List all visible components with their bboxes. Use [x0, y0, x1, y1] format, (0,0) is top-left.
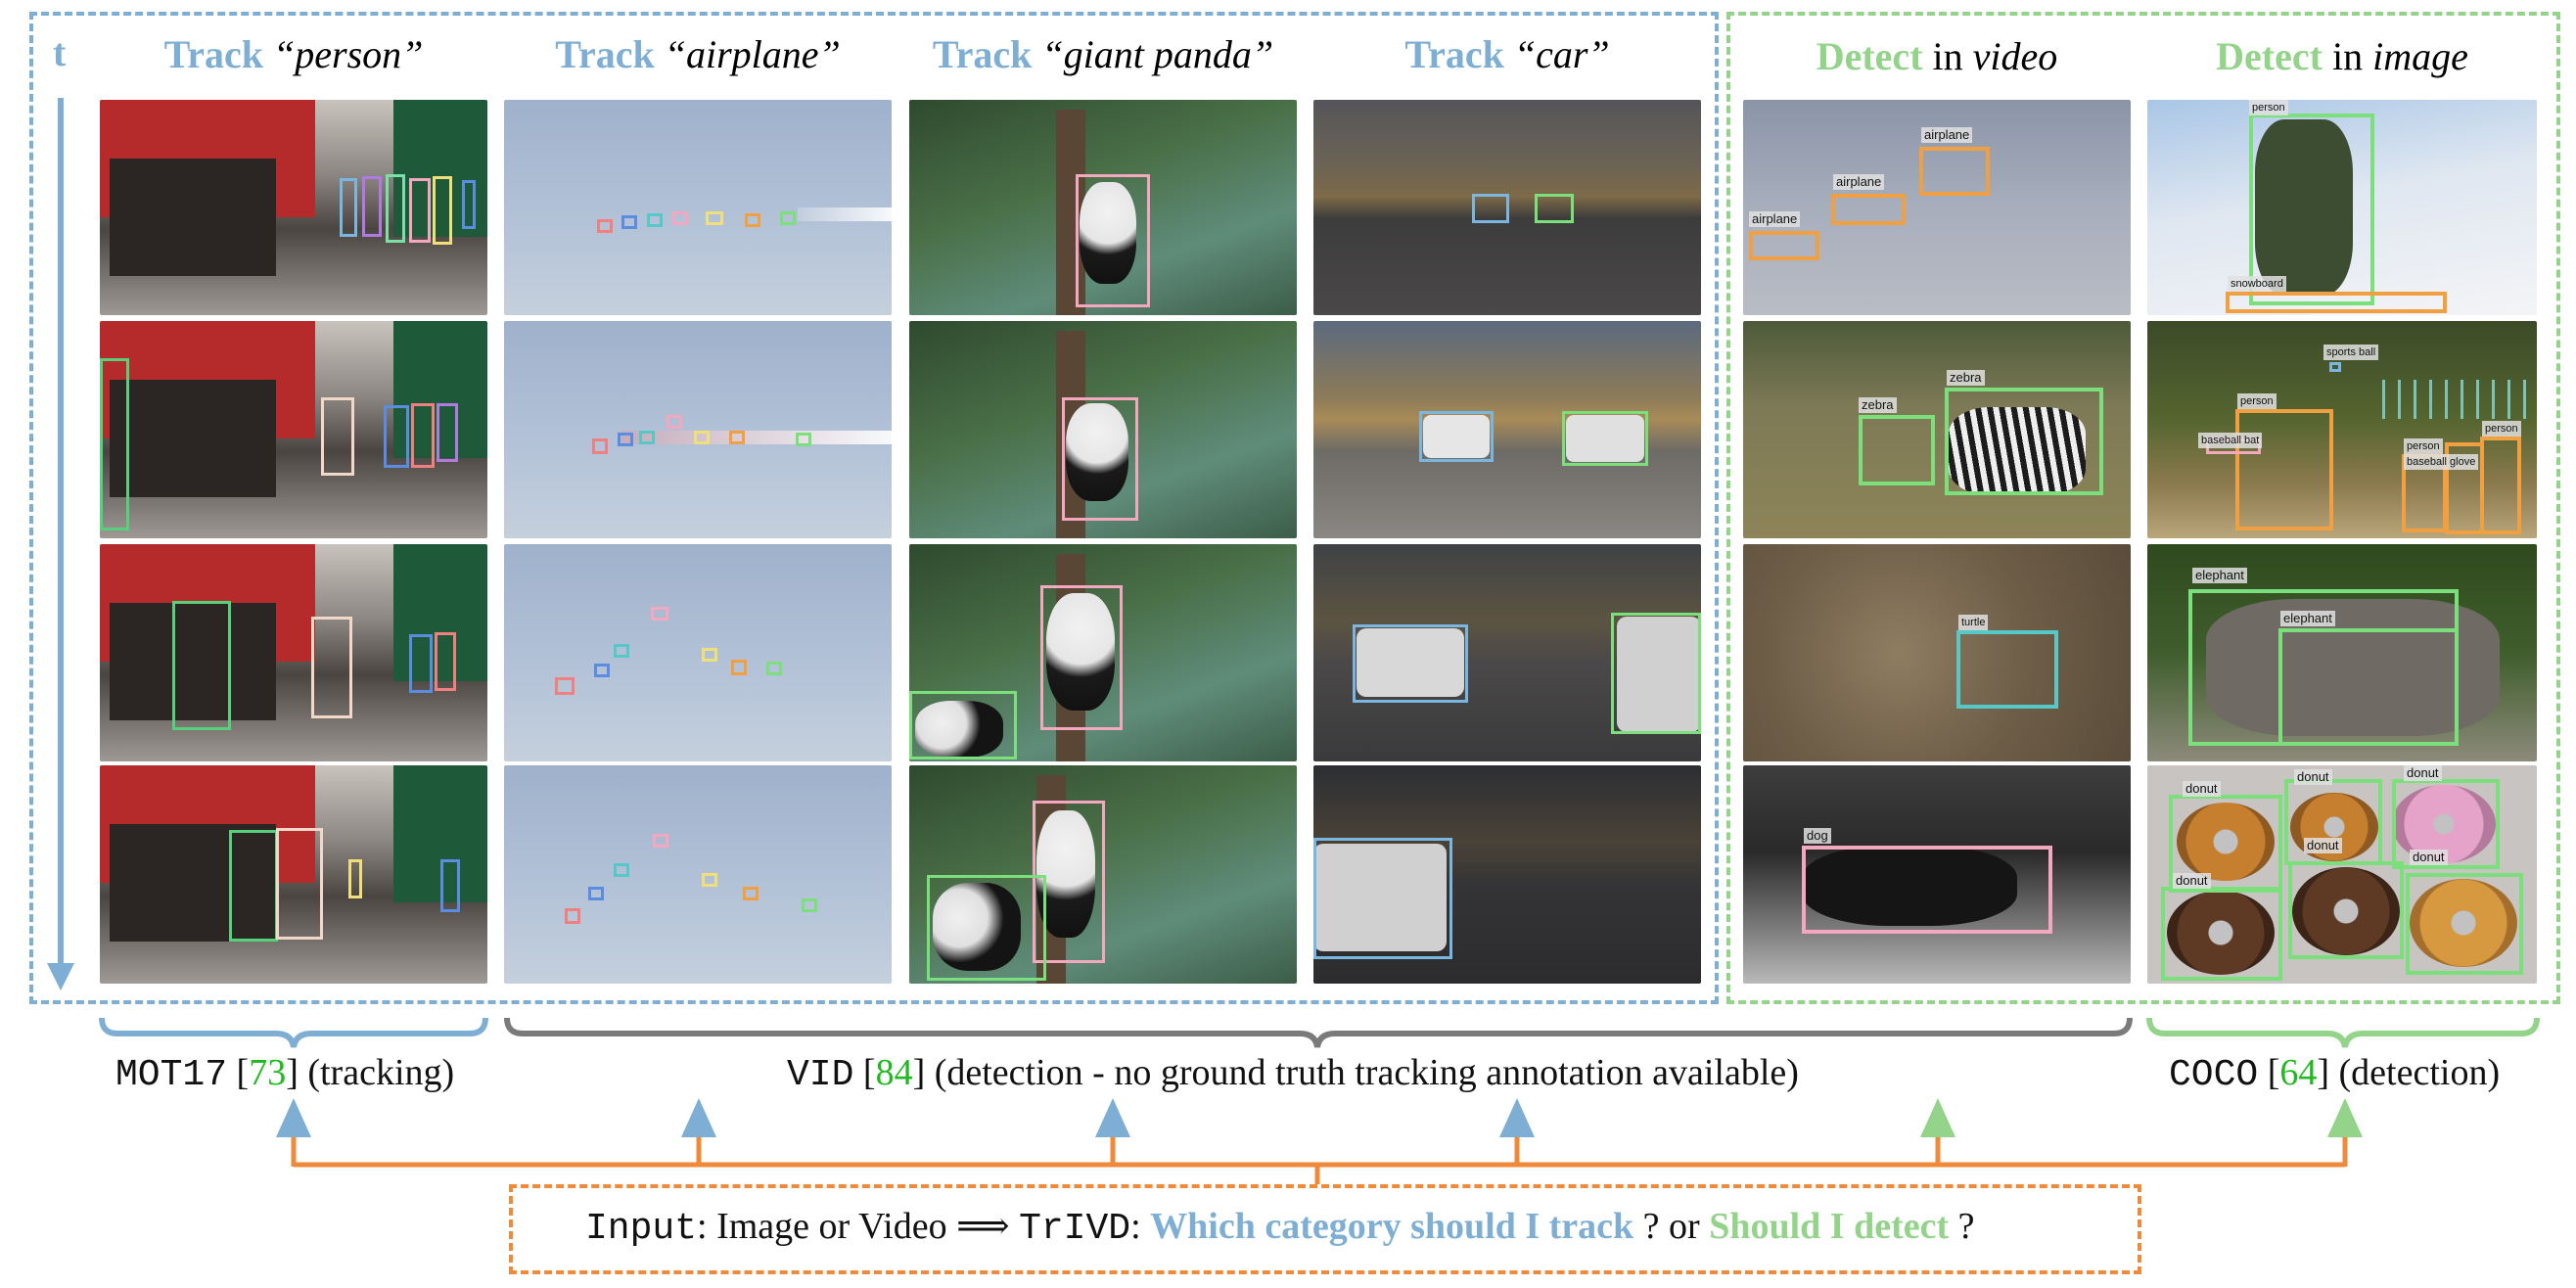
panel-airplane-3 — [504, 544, 892, 761]
det-label-dog: dog — [1804, 828, 1831, 844]
track-category: “person” — [273, 32, 424, 76]
panel-panda-1 — [909, 100, 1297, 315]
tracking-frame — [29, 12, 1719, 1004]
detect-word: Detect — [2216, 34, 2323, 78]
dataset-label-vid: VID [84] (detection - no ground truth tr… — [787, 1052, 1799, 1096]
track-category: “giant panda” — [1041, 32, 1274, 76]
track-title-giant-panda: Track “giant panda” — [909, 31, 1297, 77]
citation: 84 — [875, 1052, 913, 1093]
detect-joiner: in — [2331, 34, 2364, 78]
det-label-airplane: airplane — [1749, 211, 1801, 227]
det-label-airplane: airplane — [1833, 174, 1885, 190]
det-label-person: person — [2249, 100, 2288, 115]
question-track: Which category should I track — [1150, 1206, 1634, 1247]
det-label-donut: donut — [2173, 873, 2211, 889]
det-label-donut: donut — [2294, 769, 2332, 785]
det-label-turtle: turtle — [1958, 615, 1989, 630]
det-label-person: person — [2237, 393, 2277, 409]
detection-frame — [1726, 12, 2560, 1004]
det-label-elephant: elephant — [2280, 611, 2335, 626]
panel-person-1 — [100, 100, 487, 315]
detect-title-video: Detect in video — [1743, 33, 2131, 79]
panel-video-dog: dog — [1743, 765, 2131, 984]
question-detect: Should I detect — [1709, 1206, 1950, 1247]
det-label-donut: donut — [2404, 765, 2442, 781]
panel-image-donuts: donut donut donut donut donut donut — [2147, 765, 2537, 984]
panel-video-zebras: zebra zebra — [1743, 321, 2131, 538]
track-word: Track — [555, 32, 655, 76]
det-label-elephant: elephant — [2192, 568, 2247, 583]
panel-image-snowboard: person snowboard — [2147, 100, 2537, 315]
det-label-baseball-bat: baseball bat — [2198, 433, 2263, 448]
citation: 73 — [249, 1052, 287, 1093]
brace-mot17 — [99, 1017, 488, 1048]
track-word: Track — [932, 32, 1033, 76]
track-title-person: Track “person” — [100, 31, 487, 77]
panel-image-baseball: sports ball person baseball bat person b… — [2147, 321, 2537, 538]
track-word: Track — [163, 32, 264, 76]
dataset-label-mot17: MOT17 [73] (tracking) — [115, 1052, 455, 1096]
track-category: “car” — [1513, 32, 1610, 76]
panel-person-2 — [100, 321, 487, 538]
det-label-sports-ball: sports ball — [2323, 345, 2379, 360]
brace-coco — [2146, 1017, 2540, 1048]
track-title-car: Track “car” — [1313, 31, 1701, 77]
input-caption: Input: Image or Video ⟹ TrIVD: Which cat… — [585, 1206, 1975, 1250]
detect-source: video — [1972, 34, 2058, 78]
citation: 64 — [2279, 1052, 2318, 1093]
panel-airplane-2 — [504, 321, 892, 538]
detect-source: image — [2372, 34, 2468, 78]
det-label-donut: donut — [2304, 838, 2342, 853]
det-label-person: person — [2404, 438, 2443, 454]
track-category: “airplane” — [664, 32, 841, 76]
input-box — [509, 1184, 2141, 1274]
det-label-person: person — [2482, 421, 2521, 437]
dataset-label-coco: COCO [64] (detection) — [2169, 1052, 2501, 1096]
detect-title-image: Detect in image — [2147, 33, 2537, 79]
det-label-zebra: zebra — [1859, 397, 1897, 413]
panel-panda-4 — [909, 765, 1297, 984]
implies-arrow: ⟹ — [956, 1206, 1010, 1247]
panel-video-turtle: turtle — [1743, 544, 2131, 761]
det-label-baseball-glove: baseball glove — [2404, 454, 2479, 470]
det-label-airplane: airplane — [1921, 127, 1973, 143]
track-word: Track — [1404, 32, 1504, 76]
det-label-donut: donut — [2410, 850, 2448, 865]
detect-joiner: in — [1932, 34, 1963, 78]
panel-image-elephants: elephant elephant — [2147, 544, 2537, 761]
panel-airplane-1 — [504, 100, 892, 315]
detect-word: Detect — [1816, 34, 1923, 78]
panel-car-1 — [1313, 100, 1701, 315]
panel-airplane-4 — [504, 765, 892, 984]
panel-video-airplanes: airplane airplane airplane — [1743, 100, 2131, 315]
track-title-airplane: Track “airplane” — [504, 31, 892, 77]
time-axis-label: t — [53, 30, 67, 74]
panel-panda-3 — [909, 544, 1297, 761]
panel-car-2 — [1313, 321, 1701, 538]
det-label-donut: donut — [2183, 781, 2221, 797]
panel-car-4 — [1313, 765, 1701, 984]
det-label-zebra: zebra — [1947, 370, 1985, 386]
panel-person-3 — [100, 544, 487, 761]
panel-car-3 — [1313, 544, 1701, 761]
panel-panda-2 — [909, 321, 1297, 538]
panel-person-4 — [100, 765, 487, 984]
brace-vid — [504, 1017, 2133, 1048]
det-label-snowboard: snowboard — [2228, 276, 2286, 292]
